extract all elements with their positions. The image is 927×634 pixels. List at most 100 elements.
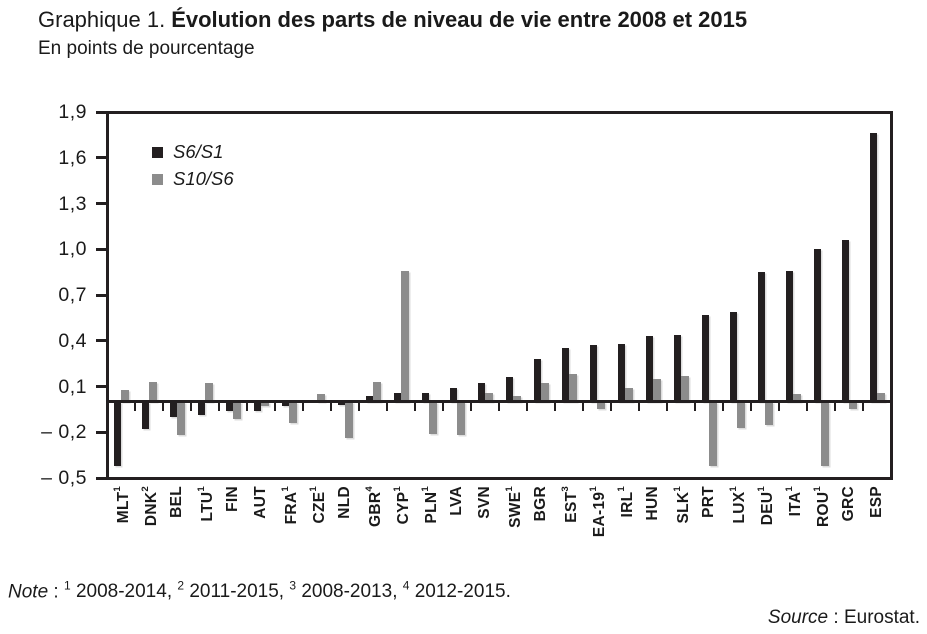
bar-s10s6-cze <box>317 394 325 402</box>
x-axis-category-label: SLK1 <box>671 486 693 524</box>
x-axis-category-cell: HUN <box>639 486 667 558</box>
bar-s10s6-swe <box>513 395 521 402</box>
y-axis-tick-label: 1,0 <box>58 238 87 261</box>
bar-s10s6-bgr <box>541 383 549 402</box>
x-axis-category-label: SVN <box>476 486 493 519</box>
note-superscript: 4 <box>402 579 410 593</box>
x-axis-category-cell: LVA <box>443 486 471 558</box>
x-axis-category-label: PLN1 <box>419 486 441 524</box>
x-axis-category-cell: ROU1 <box>807 486 835 558</box>
bar-s6s1-cyp <box>393 392 401 402</box>
bar-s6s1-ea-19 <box>589 345 597 402</box>
x-axis-category-cell: LUX1 <box>723 486 751 558</box>
bar-s6s1-fin <box>225 401 233 411</box>
x-axis-category-cell: EA-191 <box>583 486 611 558</box>
x-axis-category-label: HUN <box>644 486 661 521</box>
x-axis-category-cell: FIN <box>219 486 247 558</box>
note-items: 1 2008-2014, 2 2011-2015, 3 2008-2013, 4… <box>63 579 511 603</box>
x-label-superscript: 1 <box>279 486 291 492</box>
bar-s6s1-gbr <box>365 395 373 402</box>
bar-s6s1-hun <box>645 336 653 402</box>
note-superscript: 2 <box>177 579 185 593</box>
x-axis-category-label: DEU1 <box>755 486 777 526</box>
title-prefix: Graphique 1. <box>38 7 166 32</box>
bar-s10s6-grc <box>849 401 857 410</box>
bar-s10s6-irl <box>625 388 633 402</box>
category-tick <box>666 401 668 411</box>
bar-s6s1-nld <box>337 401 345 405</box>
bar-s10s6-slk <box>681 375 689 402</box>
bar-s6s1-bgr <box>533 359 541 402</box>
x-axis-category-label: ESP <box>868 486 885 518</box>
note-superscript: 1 <box>63 579 71 593</box>
bar-s10s6-lva <box>457 401 465 436</box>
source-value: : <box>828 607 844 628</box>
x-axis-category-cell: MLT1 <box>107 486 135 558</box>
x-label-superscript: 1 <box>419 486 431 492</box>
x-axis-category-cell: DEU1 <box>751 486 779 558</box>
category-tick <box>274 401 276 411</box>
x-label-superscript: 1 <box>755 486 767 492</box>
bar-s6s1-irl <box>617 343 625 402</box>
bar-s10s6-gbr <box>373 381 381 402</box>
note-label: Note <box>8 581 49 603</box>
legend-item-s6s1: S6/S1 <box>152 142 234 161</box>
x-axis-category-cell: BGR <box>527 486 555 558</box>
x-axis-category-cell: SLK1 <box>667 486 695 558</box>
source-text: Source : Eurostat. <box>768 607 920 629</box>
x-axis-labels: MLT1 DNK2 BEL LTU1 FIN AUT FRA1 CZE1 NLD GBR4 CYP1… <box>107 486 891 558</box>
x-axis-category-label: LVA <box>448 486 465 516</box>
bar-s10s6-svn <box>485 392 493 402</box>
y-axis-tick-label: – 0,5 <box>41 467 87 489</box>
bar-s6s1-dnk <box>141 401 149 430</box>
bar-s10s6-fin <box>233 401 241 419</box>
x-label-superscript: 1 <box>195 486 207 492</box>
bar-s10s6-deu <box>765 401 773 425</box>
y-axis-tick <box>96 110 106 114</box>
bar-s6s1-swe <box>505 377 513 402</box>
y-axis-tick <box>96 247 106 251</box>
y-axis-tick <box>96 430 106 434</box>
x-axis-category-cell: GBR4 <box>359 486 387 558</box>
bar-s6s1-fra <box>281 401 289 407</box>
x-axis-category-label: EA-191 <box>587 486 609 538</box>
x-label-superscript: 1 <box>587 486 599 492</box>
x-axis-category-cell: LTU1 <box>191 486 219 558</box>
bar-s10s6-pln <box>429 401 437 434</box>
y-axis-tick-label: 0,1 <box>58 375 87 398</box>
x-label-superscript: 1 <box>307 486 319 492</box>
bar-s10s6-fra <box>289 401 297 424</box>
bar-s6s1-esp <box>869 133 877 402</box>
y-axis-tick-label: 0,7 <box>58 284 87 306</box>
y-axis-tick <box>96 156 106 160</box>
category-tick <box>330 401 332 411</box>
x-axis-category-label: CYP1 <box>391 486 413 525</box>
bar-s6s1-ltu <box>197 401 205 416</box>
x-axis-category-cell: PRT <box>695 486 723 558</box>
x-axis-category-cell: GRC <box>835 486 863 558</box>
category-tick <box>862 401 864 411</box>
category-tick <box>778 401 780 411</box>
plot-area: 1,9 1,6 1,3 1,0 0,7 0,4 0,1 – 0,2 – 0,5 <box>41 101 891 489</box>
category-tick <box>554 401 556 411</box>
x-axis-category-label: LUX1 <box>727 486 749 524</box>
legend-swatch-s6s1 <box>152 146 163 158</box>
bar-s6s1-rou <box>813 249 821 402</box>
bar-s10s6-prt <box>709 401 717 466</box>
x-axis-category-label: CZE1 <box>307 486 329 524</box>
bar-s10s6-rou <box>821 401 829 466</box>
x-label-superscript: 4 <box>363 486 375 492</box>
x-axis-category-cell: IRL1 <box>611 486 639 558</box>
y-axis-tick <box>96 202 106 205</box>
y-axis-tick <box>96 476 106 480</box>
category-tick <box>162 401 164 411</box>
legend-swatch-s10s6 <box>152 173 163 185</box>
x-axis-category-label: FRA1 <box>279 486 301 525</box>
category-tick <box>414 401 416 411</box>
x-label-superscript: 1 <box>727 486 739 492</box>
x-axis-category-label: IRL1 <box>615 486 637 518</box>
bar-s6s1-prt <box>701 314 709 402</box>
category-tick <box>806 401 808 411</box>
x-axis-category-cell: AUT <box>247 486 275 558</box>
bar-chart: 1,9 1,6 1,3 1,0 0,7 0,4 0,1 – 0,2 – 0,5 S6/S1 S1… <box>41 101 893 537</box>
